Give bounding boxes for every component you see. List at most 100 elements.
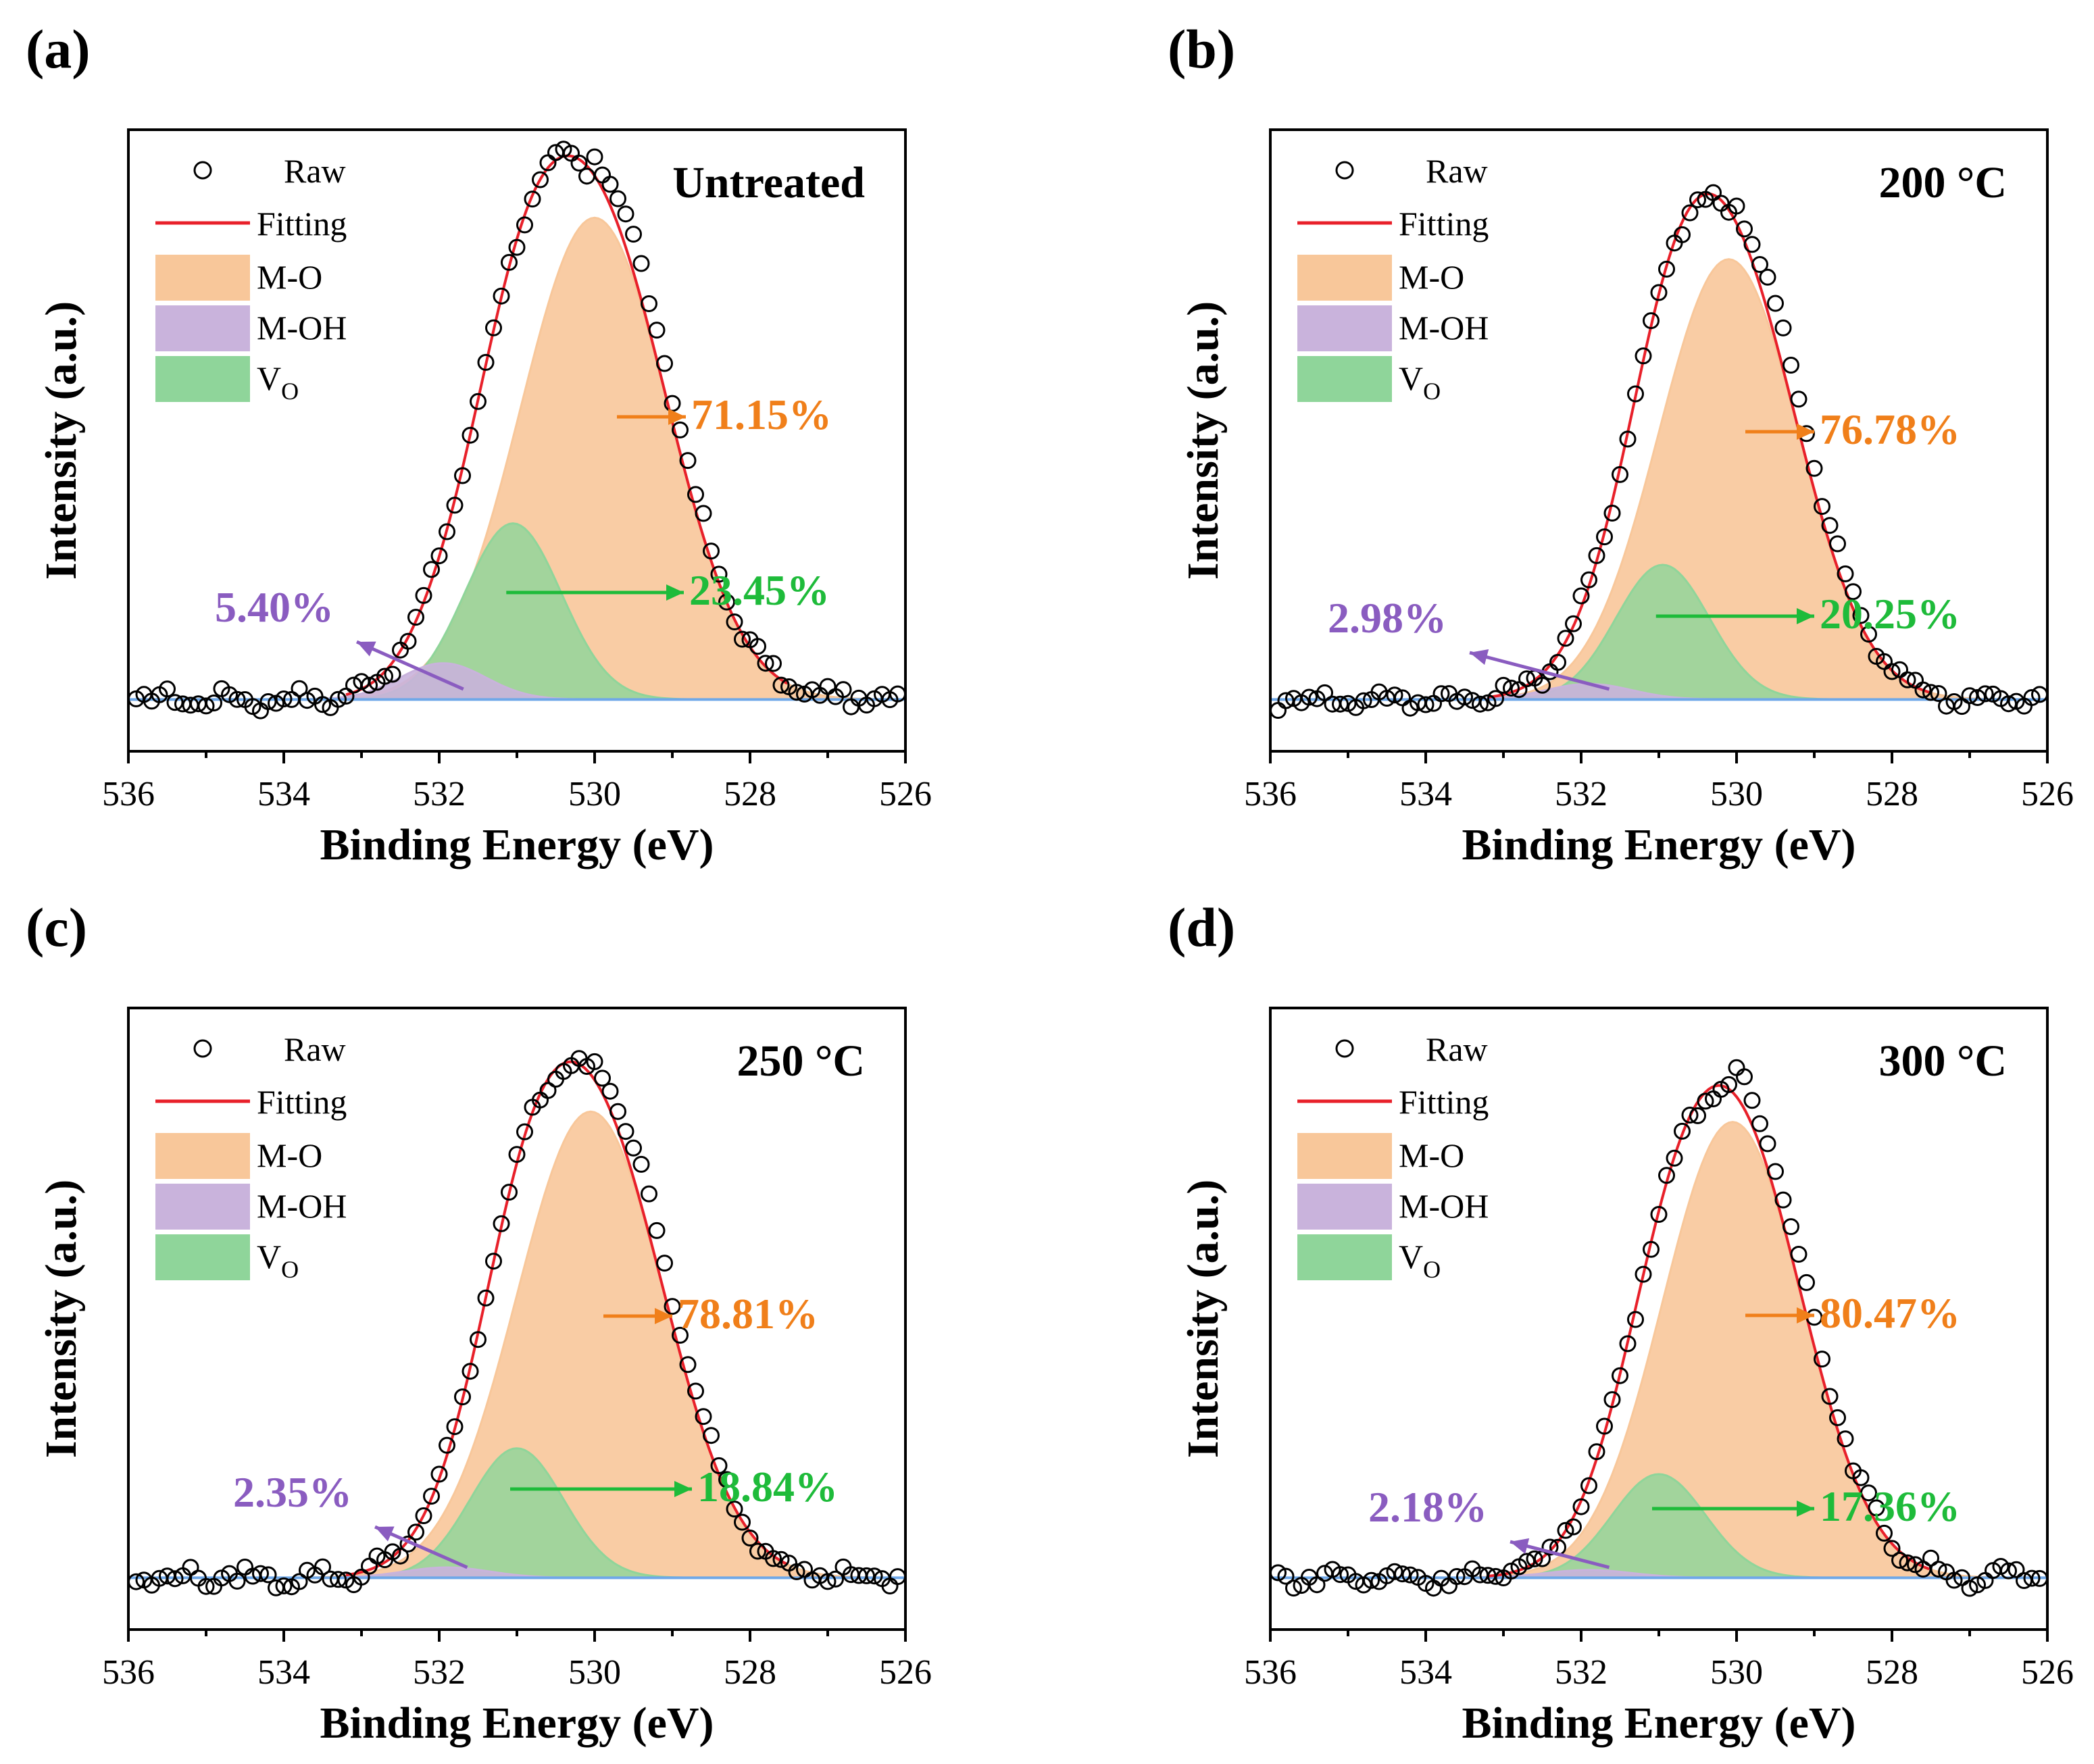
chart-panel: (d) 536 534 532 530 528 526 Binding Energy (eV)… [1168, 897, 2074, 1748]
raw-point [2008, 1561, 2025, 1578]
raw-point [656, 1255, 673, 1272]
raw-point [1487, 690, 1504, 707]
raw-point [1332, 1566, 1349, 1584]
moh-arrow-head [375, 1526, 395, 1542]
raw-point [1798, 1274, 1815, 1291]
legend-moh-swatch [1297, 1184, 1392, 1230]
panel-label: (d) [1168, 897, 1235, 958]
raw-point [501, 253, 518, 271]
raw-point [1541, 1538, 1559, 1556]
raw-point [1883, 663, 1901, 680]
raw-point [1922, 1549, 1939, 1567]
raw-point [1572, 587, 1590, 605]
raw-point [501, 1184, 518, 1201]
vo-percentage: 17.36% [1820, 1482, 1960, 1530]
raw-point [166, 694, 184, 711]
vo-percentage: 23.45% [689, 566, 830, 614]
raw-point [1386, 1563, 1403, 1580]
raw-point [439, 523, 455, 540]
raw-point [407, 609, 424, 626]
raw-point [718, 593, 735, 611]
raw-point [1627, 385, 1644, 403]
x-axis-title: Binding Energy (eV) [320, 820, 714, 870]
moh-arrow-head [1510, 1538, 1530, 1555]
raw-point [275, 1577, 293, 1594]
raw-point [1316, 684, 1333, 701]
vo-percentage: 18.84% [697, 1463, 838, 1511]
raw-point [1837, 1430, 1854, 1448]
raw-point [1612, 1367, 1628, 1384]
raw-point [1588, 1443, 1605, 1461]
raw-point [749, 638, 766, 655]
legend-vo-subscript: O [1423, 1256, 1441, 1283]
raw-point [275, 690, 293, 707]
raw-point [1852, 1469, 1870, 1486]
raw-point [1728, 197, 1745, 215]
chart-panel: (b) 536 534 532 530 528 526 Binding Energy (eV)… [1168, 18, 2074, 870]
raw-point [330, 1571, 347, 1588]
raw-point [1658, 260, 1675, 278]
raw-point [1845, 583, 1862, 601]
raw-point [1860, 1484, 1877, 1502]
raw-point [1635, 1265, 1652, 1283]
legend-vo-swatch [155, 356, 250, 402]
legend-mo-label: M-O [1399, 1136, 1464, 1174]
raw-point [392, 1547, 409, 1565]
raw-point [679, 1356, 697, 1374]
raw-point [446, 1418, 464, 1436]
raw-point [516, 216, 533, 234]
legend-mo-swatch [1297, 255, 1392, 301]
x-tick-label: 534 [257, 775, 310, 813]
legend-moh-label: M-OH [1399, 1187, 1489, 1225]
legend-vo-label: VO [1399, 1238, 1441, 1283]
raw-point [1860, 626, 1877, 643]
raw-point [1401, 1566, 1419, 1584]
raw-point [1751, 1115, 1768, 1132]
raw-point [1285, 1580, 1302, 1597]
moh-percentage: 5.40% [215, 583, 334, 631]
legend-moh-swatch [1297, 305, 1392, 351]
raw-point [1837, 565, 1854, 582]
raw-point [407, 1523, 424, 1541]
legend-moh-label: M-OH [1399, 309, 1489, 347]
raw-point [361, 1557, 378, 1575]
moh-arrow [1469, 651, 1610, 691]
raw-point [726, 613, 743, 630]
raw-point [2000, 1562, 2017, 1580]
raw-point [788, 684, 805, 701]
raw-point [617, 205, 634, 223]
mo-percentage: 76.78% [1820, 405, 1960, 453]
raw-point [430, 1465, 448, 1483]
raw-point [1479, 1567, 1497, 1584]
x-tick-label: 526 [2021, 775, 2074, 813]
raw-point [648, 1221, 666, 1239]
legend-vo-label: VO [257, 1238, 299, 1283]
condition-label: Untreated [672, 158, 865, 207]
vo-arrow-head [1797, 1501, 1814, 1517]
x-tick-label: 534 [1399, 775, 1452, 813]
raw-point [1596, 528, 1613, 546]
vo-arrow-head [674, 1481, 692, 1497]
raw-point [1790, 390, 1808, 408]
mo-arrow-head [1797, 424, 1814, 440]
x-tick-label: 530 [568, 1653, 621, 1692]
raw-point [539, 1082, 557, 1099]
mo-arrow-head [655, 1308, 672, 1324]
y-axis-title: Intensity (a.u.) [1178, 301, 1228, 580]
raw-point [470, 1331, 487, 1349]
raw-point [1386, 686, 1403, 704]
raw-point [641, 295, 657, 312]
mo-arrow-head [1797, 1307, 1814, 1324]
raw-point [1697, 1092, 1714, 1110]
raw-point [1472, 695, 1489, 713]
raw-point [353, 1568, 370, 1586]
raw-point [625, 1139, 642, 1157]
raw-point [726, 1501, 743, 1518]
raw-point [166, 1570, 184, 1588]
raw-point [1790, 1246, 1808, 1263]
moh-arrow-head [357, 641, 376, 657]
raw-point [710, 565, 728, 583]
x-tick-label: 530 [1710, 775, 1763, 813]
raw-point [695, 1408, 712, 1426]
raw-point [1603, 1391, 1621, 1409]
